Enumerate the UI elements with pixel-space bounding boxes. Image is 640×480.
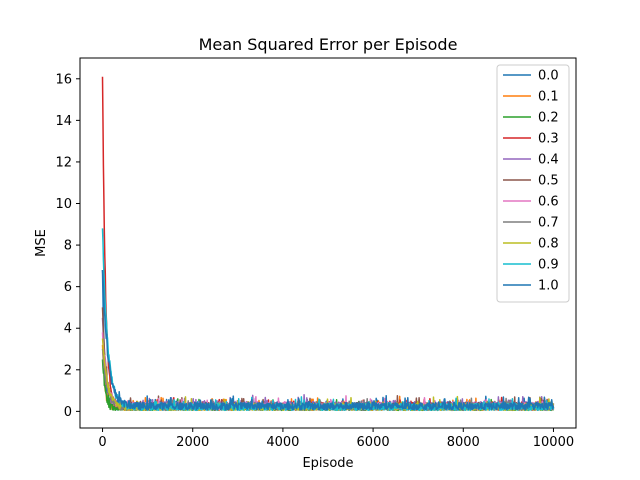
legend-entry-label: 0.9 [538, 258, 559, 273]
x-tick-label: 6000 [357, 435, 390, 450]
x-tick-label: 8000 [447, 435, 480, 450]
legend-entry-label: 1.0 [538, 279, 559, 294]
legend-entry-label: 0.6 [538, 195, 559, 210]
legend-entry-label: 0.3 [538, 132, 559, 147]
x-axis-ticks: 0 2000 4000 6000 8000 10000 [98, 428, 574, 450]
y-tick-label: 10 [55, 197, 72, 212]
y-axis-label: MSE [34, 229, 49, 257]
plot-area [80, 58, 576, 428]
plot-frame [79, 57, 577, 429]
y-axis-ticks: 0 2 4 6 8 10 12 14 16 [55, 72, 80, 420]
legend-entry-label: 0.4 [538, 153, 559, 168]
series-layer [101, 76, 555, 412]
legend: 0.0 0.1 0.2 0.3 0.4 0.5 0.6 0.7 0.8 0.9 1.0 [496, 64, 570, 303]
series-line-1-0 [101, 269, 555, 411]
x-tick-label: 0 [98, 435, 106, 450]
legend-entry-label: 0.1 [538, 90, 559, 105]
legend-entry-label: 0.8 [538, 237, 559, 252]
y-tick-label: 4 [64, 322, 72, 337]
y-tick-label: 12 [55, 155, 72, 170]
legend-entry-label: 0.5 [538, 174, 559, 189]
y-tick-label: 2 [64, 363, 72, 378]
y-tick-label: 8 [64, 239, 72, 254]
y-tick-label: 6 [64, 280, 72, 295]
x-tick-label: 2000 [176, 435, 209, 450]
x-axis-label: Episode [302, 456, 353, 471]
legend-entry-label: 0.2 [538, 111, 559, 126]
y-tick-label: 0 [64, 405, 72, 420]
x-tick-label: 4000 [266, 435, 299, 450]
x-tick-label: 10000 [533, 435, 574, 450]
legend-entry-label: 0.7 [538, 216, 559, 231]
chart-title: Mean Squared Error per Episode [199, 35, 458, 54]
y-tick-label: 16 [55, 72, 72, 87]
legend-entry-label: 0.0 [538, 69, 559, 84]
y-tick-label: 14 [55, 114, 72, 129]
